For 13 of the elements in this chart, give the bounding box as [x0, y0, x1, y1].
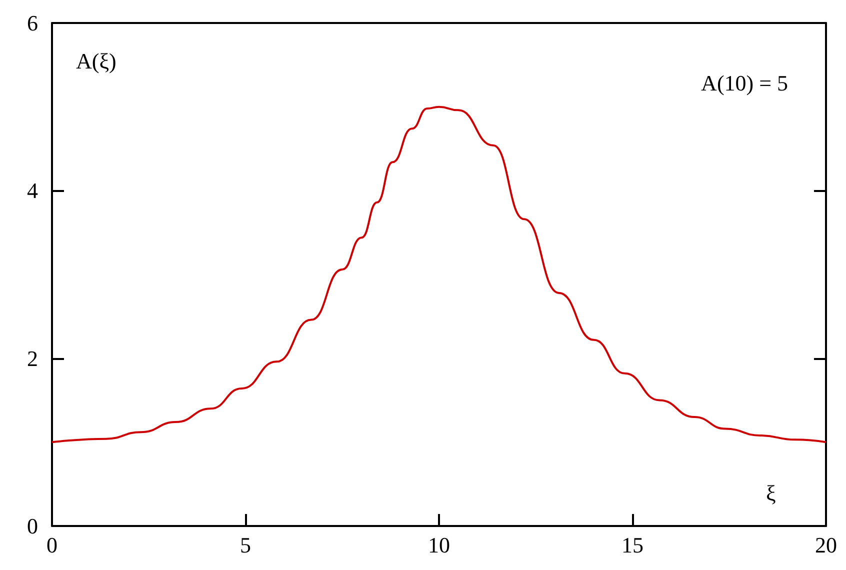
- x-tick-label: 5: [240, 532, 251, 558]
- y-tick-label: 0: [27, 514, 38, 538]
- y-axis-title: A(ξ): [76, 48, 116, 74]
- line-series: [51, 106, 827, 444]
- x-axis-title: ξ: [766, 480, 776, 506]
- y-tick-label: 2: [27, 346, 38, 371]
- x-tick-label: 0: [46, 532, 58, 558]
- x-tick-label: 10: [428, 532, 450, 558]
- x-tick-label: 15: [622, 532, 644, 558]
- y-tick-label: 6: [27, 10, 38, 36]
- x-tick-label: 20: [815, 532, 837, 558]
- y-tick-label: 4: [27, 178, 38, 204]
- annotation: A(10) = 5: [701, 70, 788, 96]
